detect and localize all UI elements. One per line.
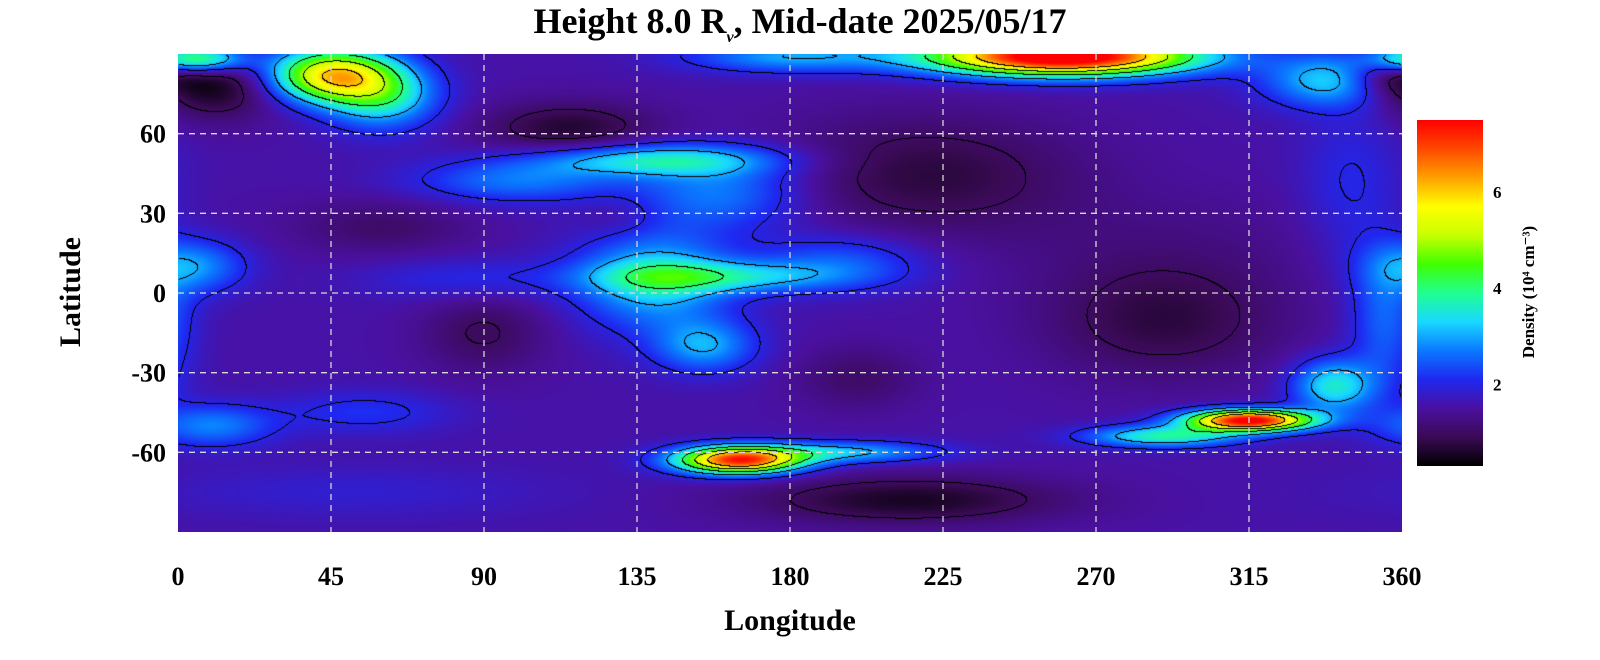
chart-title: Height 8.0 Rν, Mid-date 2025/05/17 xyxy=(533,1,1066,46)
colorbar-tick-label: 2 xyxy=(1493,375,1502,394)
colorbar-label: Density (10⁴ cm⁻³) xyxy=(1519,226,1538,358)
x-tick-label: 135 xyxy=(618,562,657,591)
x-tick-label: 270 xyxy=(1077,562,1116,591)
x-axis-ticks: 0 45 90 135 180 225 270 315 360 xyxy=(172,562,1422,591)
x-tick-label: 45 xyxy=(318,562,344,591)
x-tick-label: 225 xyxy=(924,562,963,591)
y-tick-label: -60 xyxy=(131,438,166,467)
y-tick-label: 60 xyxy=(140,120,166,149)
y-axis-ticks: 60 30 0 -30 -60 xyxy=(131,120,166,468)
colorbar-ticks: 2 4 6 xyxy=(1493,183,1502,394)
colorbar xyxy=(1417,120,1483,466)
x-tick-label: 180 xyxy=(771,562,810,591)
x-tick-label: 360 xyxy=(1383,562,1422,591)
y-tick-label: -30 xyxy=(131,359,166,388)
x-tick-label: 90 xyxy=(471,562,497,591)
y-tick-label: 0 xyxy=(153,279,166,308)
colorbar-tick-label: 4 xyxy=(1493,279,1502,298)
x-axis-label: Longitude xyxy=(724,604,856,637)
x-tick-label: 315 xyxy=(1230,562,1269,591)
colorbar-tick-label: 6 xyxy=(1493,183,1502,202)
y-tick-label: 30 xyxy=(140,199,166,228)
x-tick-label: 0 xyxy=(172,562,185,591)
grid-lines xyxy=(178,54,1402,532)
y-axis-label: Latitude xyxy=(54,237,87,347)
